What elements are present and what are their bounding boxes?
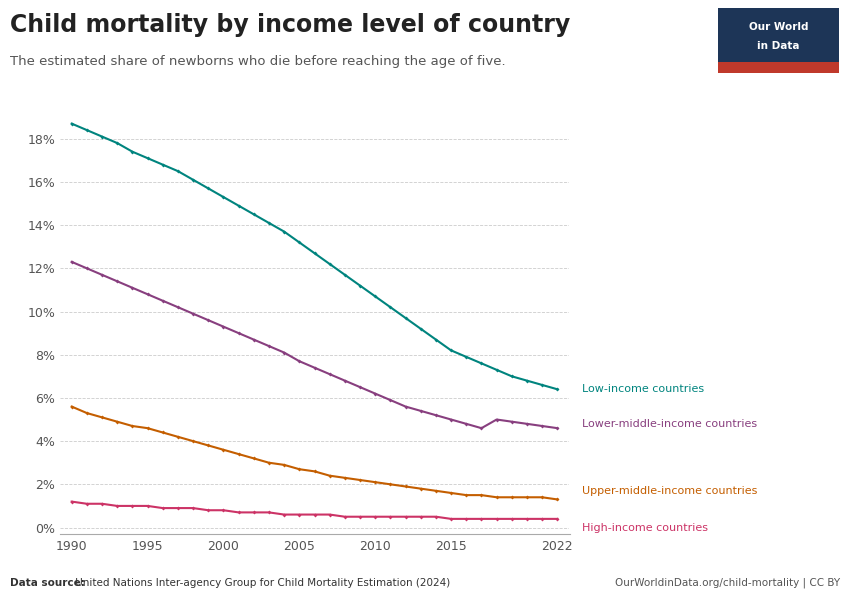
Text: Low-income countries: Low-income countries — [582, 384, 705, 394]
Text: High-income countries: High-income countries — [582, 523, 708, 533]
Text: United Nations Inter-agency Group for Child Mortality Estimation (2024): United Nations Inter-agency Group for Ch… — [72, 578, 450, 588]
Text: OurWorldinData.org/child-mortality | CC BY: OurWorldinData.org/child-mortality | CC … — [615, 577, 840, 588]
Text: in Data: in Data — [757, 41, 800, 51]
FancyBboxPatch shape — [718, 8, 839, 73]
Text: The estimated share of newborns who die before reaching the age of five.: The estimated share of newborns who die … — [10, 55, 506, 68]
Text: Our World: Our World — [749, 22, 808, 32]
Text: Data source:: Data source: — [10, 578, 85, 588]
Bar — [718, 62, 839, 73]
Text: Child mortality by income level of country: Child mortality by income level of count… — [10, 13, 570, 37]
Text: Upper-middle-income countries: Upper-middle-income countries — [582, 486, 757, 496]
Text: Lower-middle-income countries: Lower-middle-income countries — [582, 419, 757, 429]
